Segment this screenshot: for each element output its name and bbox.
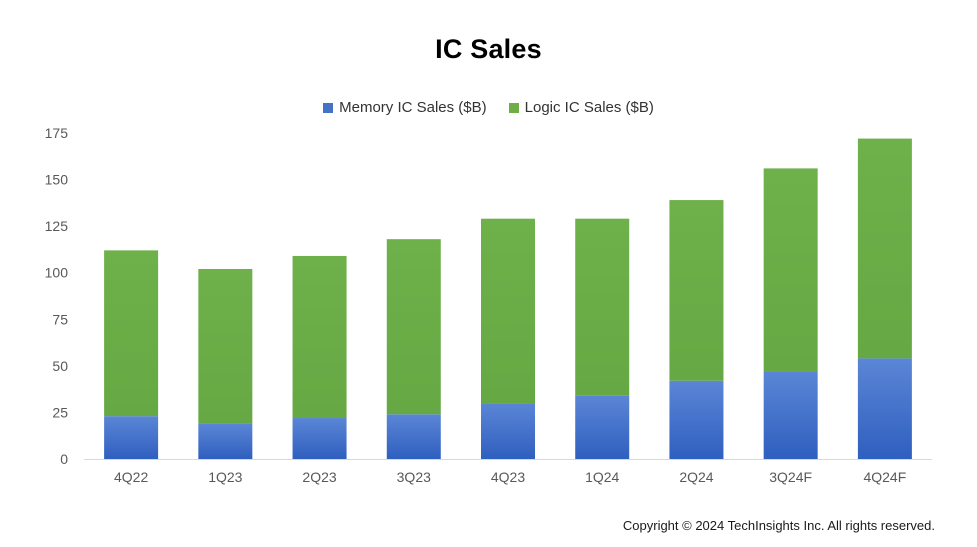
legend-label-memory: Memory IC Sales ($B) — [339, 99, 487, 116]
x-tick-label: 4Q24F — [863, 469, 906, 485]
x-tick-label: 1Q24 — [585, 469, 619, 485]
bar-segment-memory — [763, 371, 818, 459]
bar-segment-logic — [669, 200, 724, 381]
legend-swatch-memory — [323, 102, 334, 113]
bar-segment-logic — [763, 168, 818, 372]
x-tick-label: 4Q23 — [491, 469, 525, 485]
x-tick-label: 3Q24F — [769, 469, 812, 485]
bar-segment-logic — [857, 138, 912, 359]
bar-segment-memory — [857, 358, 912, 459]
y-tick-label: 25 — [52, 404, 68, 420]
y-tick-label: 0 — [60, 451, 68, 467]
legend-swatch-logic — [508, 102, 519, 113]
x-tick-label: 4Q22 — [114, 469, 148, 485]
bar-segment-memory — [198, 423, 253, 459]
x-tick-label: 3Q23 — [397, 469, 431, 485]
y-tick-label: 125 — [45, 218, 69, 234]
chart-title: IC Sales — [435, 34, 542, 64]
bar-segment-logic — [292, 255, 347, 419]
bar-segment-logic — [481, 218, 535, 404]
bar-segment-memory — [104, 416, 159, 459]
legend-item-memory: Memory IC Sales ($B) — [323, 99, 487, 116]
y-tick-label: 150 — [45, 172, 69, 188]
x-tick-label: 2Q24 — [679, 469, 713, 485]
bar-segment-memory — [481, 403, 535, 459]
y-tick-label: 175 — [45, 125, 69, 141]
bar-segment-logic — [198, 268, 253, 424]
copyright-notice: Copyright © 2024 TechInsights Inc. All r… — [622, 518, 935, 533]
y-tick-label: 100 — [45, 265, 69, 281]
legend-item-logic: Logic IC Sales ($B) — [508, 99, 654, 116]
bar-segment-logic — [104, 250, 159, 417]
bar-segment-memory — [292, 418, 347, 459]
chart-legend: Memory IC Sales ($B) Logic IC Sales ($B) — [0, 99, 977, 116]
bar-segment-memory — [575, 395, 630, 459]
bar-segment-memory — [386, 414, 441, 459]
y-tick-label: 50 — [52, 358, 68, 374]
bar-segment-memory — [669, 380, 724, 459]
x-tick-label: 2Q23 — [302, 469, 336, 485]
legend-label-logic: Logic IC Sales ($B) — [524, 99, 654, 116]
bar-segment-logic — [575, 218, 630, 396]
bar-segment-logic — [386, 239, 441, 415]
y-tick-label: 75 — [52, 311, 68, 327]
x-tick-label: 1Q23 — [208, 469, 242, 485]
